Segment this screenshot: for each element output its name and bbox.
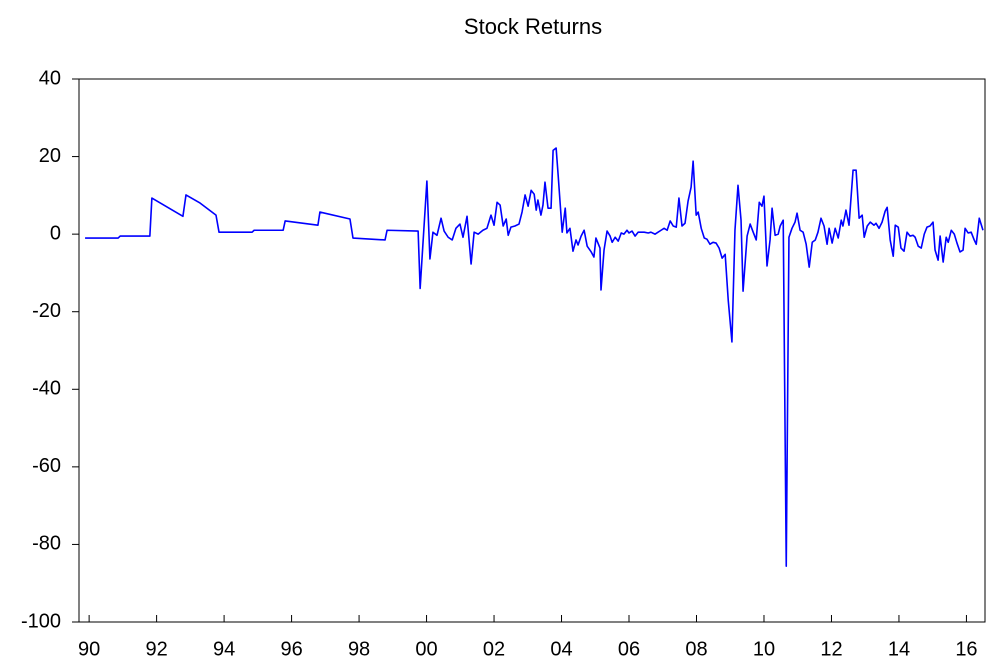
x-tick-label: 08 (685, 638, 707, 660)
series-line (85, 147, 984, 567)
x-tick-label: 02 (483, 638, 505, 660)
y-tick-label: 40 (39, 67, 61, 89)
y-tick-label: -80 (32, 533, 61, 555)
x-tick-label: 10 (753, 638, 775, 660)
plot-frame (78, 78, 986, 623)
x-tick-label: 16 (955, 638, 977, 660)
x-tick-label: 92 (145, 638, 167, 660)
x-tick-label: 94 (213, 638, 235, 660)
y-tick-label: -40 (32, 378, 61, 400)
y-tick-label: 0 (50, 222, 61, 244)
x-tick-label: 00 (415, 638, 437, 660)
x-tick-label: 12 (820, 638, 842, 660)
x-tick-label: 98 (348, 638, 370, 660)
x-tick-label: 04 (550, 638, 572, 660)
x-tick-label: 06 (618, 638, 640, 660)
y-tick-label: -60 (32, 455, 61, 477)
x-tick-label: 90 (78, 638, 100, 660)
y-tick-label: -20 (32, 300, 61, 322)
x-tick-label: 14 (888, 638, 910, 660)
y-tick-label: 20 (39, 145, 61, 167)
chart-title: Stock Returns (464, 14, 602, 39)
x-tick-label: 96 (280, 638, 302, 660)
y-tick-label: -100 (21, 610, 61, 632)
